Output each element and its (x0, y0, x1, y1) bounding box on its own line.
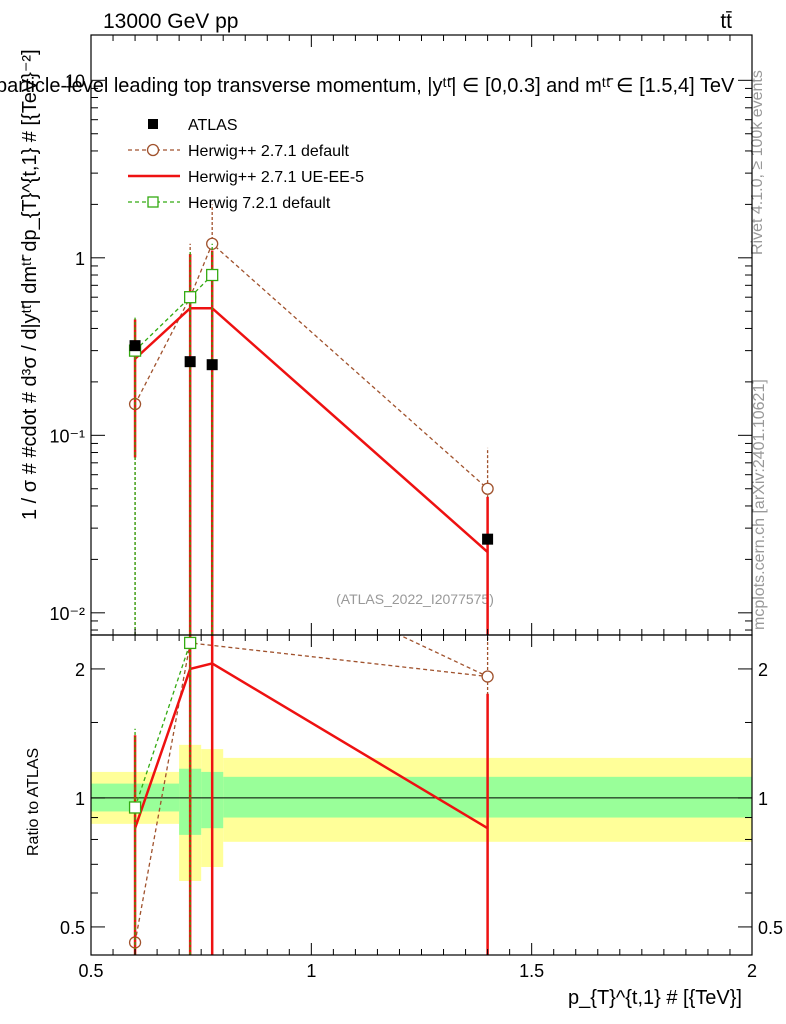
series-herwig-7-2-1-default-ratio (128, 635, 197, 955)
point-herwig-2-7-1-default-ratio-2 (481, 670, 494, 683)
main-series-layer (128, 204, 494, 635)
axes-layer: 0.5 1 1.5 2 10⁻² 10⁻¹ 1 10 0.5 0.5 1 1 2 2 (49, 35, 783, 981)
ratio-y-tick-label-left-1: 1 (75, 789, 85, 809)
process-label: tt̄ (720, 10, 732, 33)
point-herwig-7-2-1-default-ratio-1 (183, 636, 197, 650)
mcplots-label: mcplots.cern.ch [arXiv:2401.10621] (751, 379, 768, 630)
point-herwig-7-2-1-default-main-1 (183, 291, 197, 304)
line-herwig-2-7-1-ue-ee-5-main (134, 306, 489, 553)
rivet-version-label: Rivet 4.1.0, ≥ 100k events (749, 70, 766, 255)
main-y-tick-label-1: 10⁻¹ (49, 426, 85, 446)
line-herwig-2-7-1-default-ratio (134, 635, 488, 943)
line-herwig-2-7-1-ue-ee-5-ratio (133, 662, 489, 830)
ratio-series-layer (128, 635, 494, 955)
ratio-y-tick-label-right-1: 1 (758, 789, 768, 809)
energy-label: 13000 GeV pp (103, 10, 238, 33)
legend: ATLAS Herwig++ 2.7.1 default Herwig++ 2.… (128, 117, 364, 212)
ratio-panel-frame (90, 634, 753, 956)
legend-atlas-marker (148, 119, 158, 129)
point-herwig-7-2-1-default-main-2 (206, 268, 219, 282)
point-herwig-7-2-1-default-ratio-0 (128, 801, 142, 814)
series-atlas-main (129, 340, 494, 545)
legend-item-herwig-default: Herwig++ 2.7.1 default (128, 143, 350, 160)
point-atlas-main-3 (482, 533, 494, 545)
x-axis-label: p_{T}^{t,1} # [{TeV}] (568, 987, 742, 1009)
ratio-y-tick-label-right-2: 2 (758, 660, 768, 680)
legend-herwig721-marker (147, 196, 159, 208)
main-y-axis-label: 1 / σ # #cdot # d³σ / d|yᵗᵗ̄| dmᵗᵗ̄ dp_{… (19, 49, 41, 520)
point-atlas-main-1 (184, 356, 196, 368)
x-tick-label-2: 1.5 (519, 961, 544, 981)
legend-item-herwig-ueee5: Herwig++ 2.7.1 UE-EE-5 (128, 169, 364, 186)
series-herwig-2-7-1-ue-ee-5-main (133, 250, 489, 635)
point-atlas-main-0 (129, 340, 141, 352)
legend-herwig721-label: Herwig 7.2.1 default (188, 195, 331, 212)
legend-herwig-default-marker (146, 143, 160, 157)
analysis-watermark: (ATLAS_2022_I2077575) (336, 591, 494, 607)
ratio-y-tick-label-right-0: 0.5 (758, 918, 783, 938)
point-herwig-2-7-1-default-main-3 (481, 482, 494, 495)
series-herwig-2-7-1-default-main (128, 204, 494, 635)
x-tick-label-1: 1 (306, 961, 316, 981)
line-herwig-7-2-1-default-main (134, 274, 213, 352)
legend-atlas-label: ATLAS (188, 117, 238, 134)
ratio-y-tick-label-left-0: 0.5 (60, 918, 85, 938)
point-atlas-main-2 (206, 359, 218, 371)
legend-herwig-default-label: Herwig++ 2.7.1 default (188, 143, 350, 160)
line-herwig-7-2-1-default-ratio (134, 642, 191, 808)
main-y-tick-label-2: 1 (75, 249, 85, 269)
main-y-tick-label-0: 10⁻² (49, 604, 85, 624)
series-herwig-7-2-1-default-main (128, 243, 219, 635)
ratio-y-tick-label-left-2: 2 (75, 660, 85, 680)
legend-item-atlas: ATLAS (148, 117, 238, 134)
x-tick-label-0: 0.5 (78, 961, 103, 981)
plot-title: particle-level leading top transverse mo… (0, 75, 735, 97)
line-herwig-2-7-1-default-main (134, 242, 489, 490)
legend-item-herwig721: Herwig 7.2.1 default (128, 195, 331, 212)
main-y-tick-label-3: 10 (65, 71, 85, 91)
ratio-y-axis-label: Ratio to ATLAS (25, 748, 42, 856)
legend-herwig-ueee5-label: Herwig++ 2.7.1 UE-EE-5 (188, 169, 364, 186)
x-tick-label-3: 2 (747, 961, 757, 981)
